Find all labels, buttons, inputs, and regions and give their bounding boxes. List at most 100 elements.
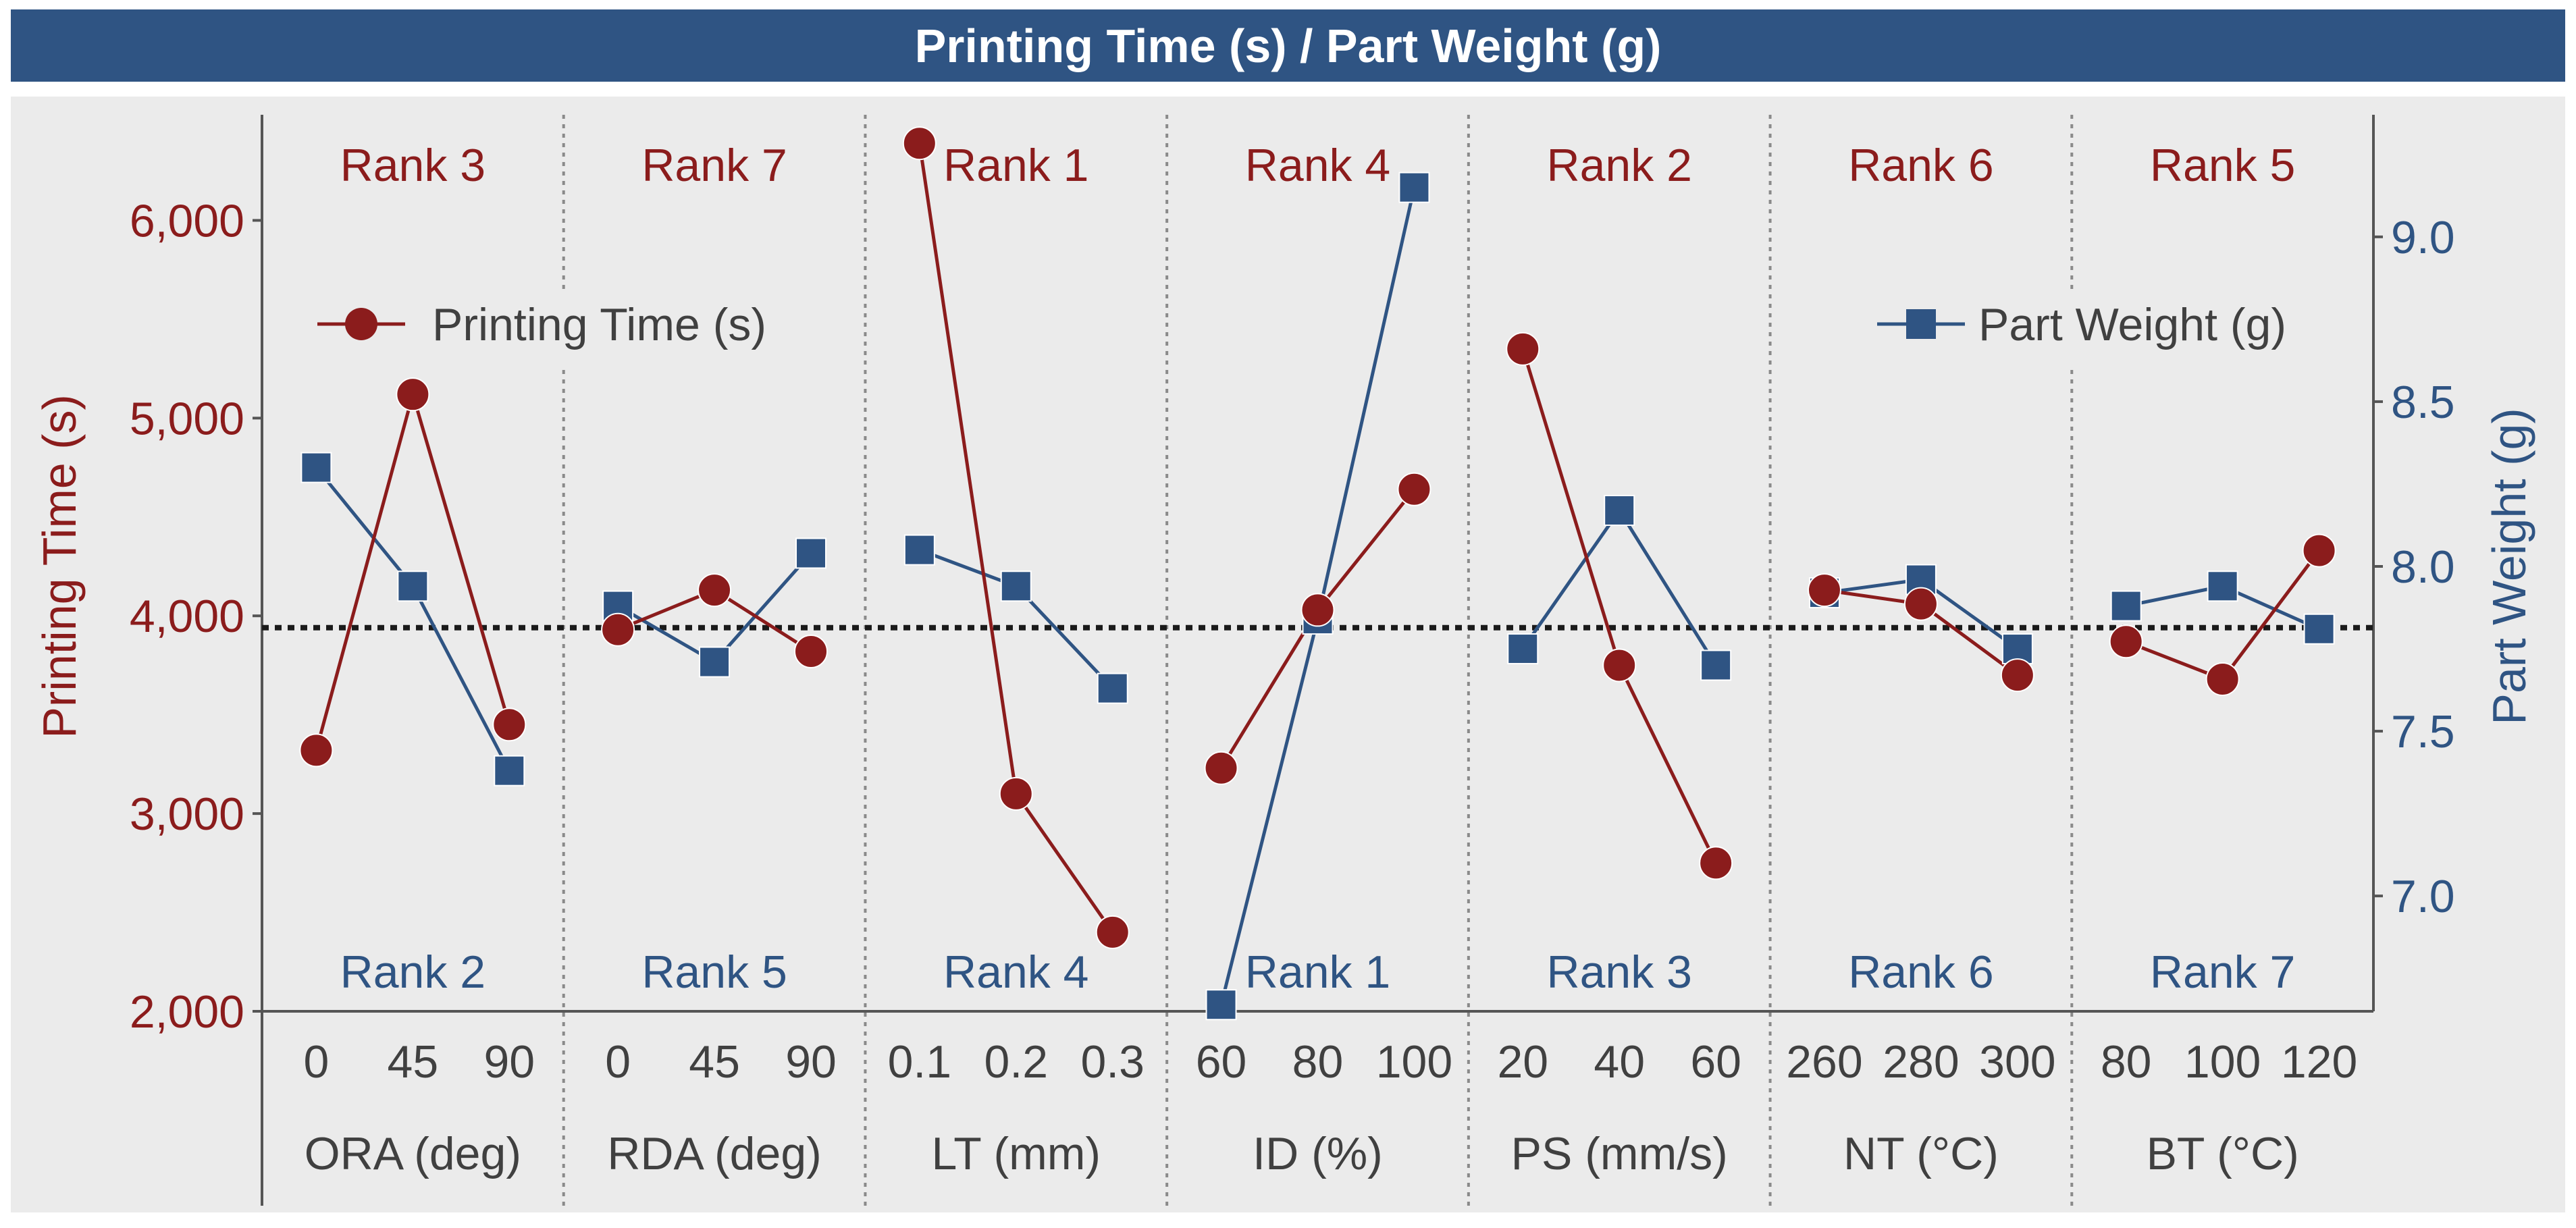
- part-weight-marker: [903, 534, 935, 566]
- time-rank-label: Rank 1: [943, 140, 1088, 191]
- weight-rank-label: Rank 3: [1546, 946, 1691, 998]
- time-rank-label: Rank 6: [1848, 140, 1993, 191]
- part-weight-marker: [2110, 590, 2142, 622]
- part-weight-marker: [397, 570, 429, 602]
- x-tick-label: 40: [1594, 1036, 1645, 1088]
- part-weight-marker: [494, 755, 525, 786]
- part-weight-marker: [699, 646, 731, 678]
- left-tick-label: 4,000: [130, 591, 244, 642]
- printing-time-marker: [601, 612, 635, 647]
- legend-weight-label: Part Weight (g): [1978, 299, 2286, 350]
- group-label: PS (mm/s): [1511, 1128, 1728, 1179]
- group-label: ORA (deg): [305, 1128, 521, 1179]
- left-tick-label: 6,000: [130, 195, 244, 246]
- part-weight-marker: [1000, 570, 1032, 602]
- time-rank-label: Rank 4: [1245, 140, 1390, 191]
- x-tick-label: 60: [1690, 1036, 1741, 1088]
- printing-time-marker: [2109, 624, 2143, 659]
- part-weight-marker: [1205, 989, 1237, 1021]
- x-tick-label: 45: [689, 1036, 740, 1088]
- printing-time-marker: [1506, 331, 1540, 366]
- part-weight-marker: [300, 452, 332, 483]
- chart-title: Printing Time (s) / Part Weight (g): [11, 9, 2565, 82]
- part-weight-marker: [1700, 649, 1732, 681]
- printing-time-marker: [999, 776, 1033, 811]
- x-tick-label: 80: [2101, 1036, 2152, 1088]
- printing-time-marker: [492, 708, 527, 742]
- printing-time-marker: [1903, 587, 1938, 621]
- printing-time-marker: [1300, 593, 1335, 627]
- weight-rank-label: Rank 5: [641, 946, 787, 998]
- group-label: ID (%): [1253, 1128, 1383, 1179]
- x-tick-label: 120: [2281, 1036, 2357, 1088]
- time-rank-label: Rank 5: [2150, 140, 2295, 191]
- x-tick-label: 90: [785, 1036, 837, 1088]
- legend-time-label: Printing Time (s): [432, 299, 766, 350]
- x-tick-label: 90: [483, 1036, 535, 1088]
- x-tick-label: 20: [1497, 1036, 1548, 1088]
- right-axis-label: Part Weight (g): [2483, 408, 2535, 724]
- group-label: BT (°C): [2147, 1128, 2299, 1179]
- x-tick-label: 100: [2184, 1036, 2261, 1088]
- x-tick-label: 0: [605, 1036, 631, 1088]
- printing-time-marker: [794, 634, 829, 668]
- legend-time-backdrop: [307, 290, 827, 365]
- printing-time-marker: [1602, 648, 1637, 683]
- x-tick-label: 0.1: [888, 1036, 952, 1088]
- x-tick-label: 0.3: [1080, 1036, 1145, 1088]
- left-tick-label: 2,000: [130, 986, 244, 1038]
- part-weight-marker: [2303, 613, 2335, 645]
- part-weight-marker: [1097, 672, 1128, 704]
- time-rank-label: Rank 2: [1546, 140, 1691, 191]
- weight-rank-label: Rank 1: [1245, 946, 1390, 998]
- x-tick-label: 0.2: [984, 1036, 1049, 1088]
- x-tick-label: 60: [1196, 1036, 1247, 1088]
- right-tick-label: 8.0: [2391, 541, 2455, 593]
- part-weight-marker: [1604, 495, 1635, 527]
- printing-time-marker: [2205, 662, 2240, 696]
- printing-time-marker: [1397, 472, 1431, 506]
- group-label: LT (mm): [932, 1128, 1101, 1179]
- printing-time-marker: [2000, 658, 2034, 693]
- part-weight-marker: [1398, 171, 1430, 203]
- part-weight-marker: [795, 537, 827, 569]
- printing-time-marker: [1699, 846, 1733, 880]
- weight-rank-label: Rank 6: [1848, 946, 1993, 998]
- weight-rank-label: Rank 4: [943, 946, 1088, 998]
- time-rank-label: Rank 7: [641, 140, 787, 191]
- right-tick-label: 8.5: [2391, 377, 2455, 428]
- printing-time-marker: [1204, 751, 1238, 785]
- printing-time-marker: [2302, 533, 2336, 568]
- left-tick-label: 5,000: [130, 393, 244, 444]
- part-weight-marker: [2207, 570, 2238, 602]
- printing-time-marker: [698, 573, 732, 608]
- right-tick-label: 7.5: [2391, 706, 2455, 757]
- part-weight-marker: [1507, 633, 1539, 665]
- x-tick-label: 300: [1979, 1036, 2055, 1088]
- x-tick-label: 0: [303, 1036, 329, 1088]
- x-tick-label: 280: [1883, 1036, 1959, 1088]
- right-tick-label: 7.0: [2391, 871, 2455, 922]
- legend-weight-backdrop: [1870, 290, 2343, 365]
- printing-time-marker: [396, 377, 430, 412]
- printing-time-marker: [1095, 915, 1130, 949]
- x-tick-label: 45: [388, 1036, 439, 1088]
- legend-time-marker: [345, 308, 377, 340]
- left-tick-label: 3,000: [130, 789, 244, 840]
- time-rank-label: Rank 3: [340, 140, 485, 191]
- x-tick-label: 80: [1292, 1036, 1344, 1088]
- x-tick-label: 100: [1376, 1036, 1452, 1088]
- right-tick-label: 9.0: [2391, 212, 2455, 263]
- printing-time-marker: [1807, 573, 1841, 608]
- printing-time-marker: [299, 733, 334, 768]
- left-axis-label: Printing Time (s): [33, 394, 86, 739]
- x-tick-label: 260: [1786, 1036, 1862, 1088]
- group-label: NT (°C): [1843, 1128, 1999, 1179]
- weight-rank-label: Rank 7: [2150, 946, 2295, 998]
- legend-weight-marker: [1906, 309, 1936, 339]
- printing-time-marker: [902, 126, 937, 161]
- plot-background: [11, 97, 2565, 1212]
- group-label: RDA (deg): [607, 1128, 821, 1179]
- weight-rank-label: Rank 2: [340, 946, 485, 998]
